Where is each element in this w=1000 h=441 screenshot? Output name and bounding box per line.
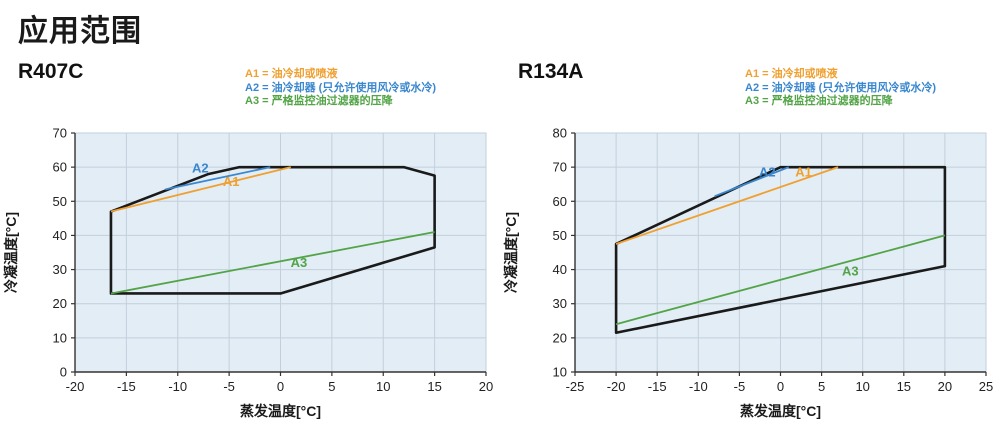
svg-text:-5: -5 xyxy=(734,379,746,394)
svg-text:蒸发温度[°C]: 蒸发温度[°C] xyxy=(740,403,821,419)
svg-text:A3: A3 xyxy=(842,264,859,279)
chart-block-r407c: R407C A1 = 油冷却或喷液 A2 = 油冷却器 (只允许使用风冷或水冷)… xyxy=(0,56,500,441)
svg-text:25: 25 xyxy=(979,379,993,394)
svg-text:60: 60 xyxy=(553,194,567,209)
legend-item-a2: A2 = 油冷却器 (只允许使用风冷或水冷) xyxy=(745,81,936,94)
svg-text:A2: A2 xyxy=(759,164,776,179)
svg-text:20: 20 xyxy=(553,330,567,345)
svg-text:15: 15 xyxy=(427,379,441,394)
svg-text:60: 60 xyxy=(53,160,67,175)
svg-text:20: 20 xyxy=(479,379,493,394)
svg-text:70: 70 xyxy=(53,126,67,141)
svg-text:20: 20 xyxy=(938,379,952,394)
svg-text:0: 0 xyxy=(277,379,284,394)
svg-text:-15: -15 xyxy=(117,379,136,394)
svg-text:10: 10 xyxy=(855,379,869,394)
svg-text:A1: A1 xyxy=(223,174,240,189)
svg-text:-10: -10 xyxy=(168,379,187,394)
chart-block-r134a: R134A A1 = 油冷却或喷液 A2 = 油冷却器 (只允许使用风冷或水冷)… xyxy=(500,56,1000,441)
svg-text:30: 30 xyxy=(553,296,567,311)
svg-text:5: 5 xyxy=(818,379,825,394)
svg-text:蒸发温度[°C]: 蒸发温度[°C] xyxy=(240,403,321,419)
svg-text:A1: A1 xyxy=(795,164,812,179)
svg-text:50: 50 xyxy=(53,194,67,209)
legend-r134a: A1 = 油冷却或喷液 A2 = 油冷却器 (只允许使用风冷或水冷) A3 = … xyxy=(745,68,995,109)
legend-item-a3: A3 = 严格监控油过滤器的压降 xyxy=(745,95,893,107)
svg-text:40: 40 xyxy=(553,262,567,277)
svg-text:10: 10 xyxy=(553,365,567,380)
legend-item-a2: A2 = 油冷却器 (只允许使用风冷或水冷) xyxy=(245,81,436,94)
r407c-application-range-chart: -20 -15 -10 -5 0 5 10 15 20 0 10 20 30 40 50 60 70 A1 A2 A3… xyxy=(3,126,493,420)
svg-text:50: 50 xyxy=(553,228,567,243)
svg-text:-20: -20 xyxy=(607,379,626,394)
page-title: 应用范围 xyxy=(18,15,142,48)
svg-text:40: 40 xyxy=(53,228,67,243)
svg-text:-15: -15 xyxy=(648,379,667,394)
legend-r407c: A1 = 油冷却或喷液 A2 = 油冷却器 (只允许使用风冷或水冷) A3 = … xyxy=(245,68,495,109)
svg-text:A3: A3 xyxy=(291,255,308,270)
svg-text:-25: -25 xyxy=(566,379,585,394)
svg-text:冷凝温度[°C]: 冷凝温度[°C] xyxy=(503,212,519,293)
svg-text:20: 20 xyxy=(53,296,67,311)
r134a-application-range-chart: -25 -20 -15 -10 -5 0 5 10 15 20 25 10 20 30 40 50 60 70 80… xyxy=(503,126,993,420)
svg-text:5: 5 xyxy=(328,379,335,394)
svg-text:-20: -20 xyxy=(66,379,85,394)
legend-item-a1: A1 = 油冷却或喷液 xyxy=(245,68,338,80)
refrigerant-label-r407c: R407C xyxy=(18,60,84,83)
legend-item-a3: A3 = 严格监控油过滤器的压降 xyxy=(245,95,393,107)
refrigerant-label-r134a: R134A xyxy=(518,60,584,83)
legend-item-a1: A1 = 油冷却或喷液 xyxy=(745,68,838,80)
svg-text:70: 70 xyxy=(553,160,567,175)
svg-text:30: 30 xyxy=(53,262,67,277)
svg-text:0: 0 xyxy=(777,379,784,394)
svg-text:10: 10 xyxy=(376,379,390,394)
svg-text:冷凝温度[°C]: 冷凝温度[°C] xyxy=(3,212,19,293)
svg-text:-5: -5 xyxy=(223,379,235,394)
svg-text:-10: -10 xyxy=(689,379,708,394)
svg-text:10: 10 xyxy=(53,330,67,345)
svg-text:0: 0 xyxy=(60,365,67,380)
svg-text:80: 80 xyxy=(553,126,567,141)
svg-text:A2: A2 xyxy=(192,160,209,175)
svg-text:15: 15 xyxy=(897,379,911,394)
